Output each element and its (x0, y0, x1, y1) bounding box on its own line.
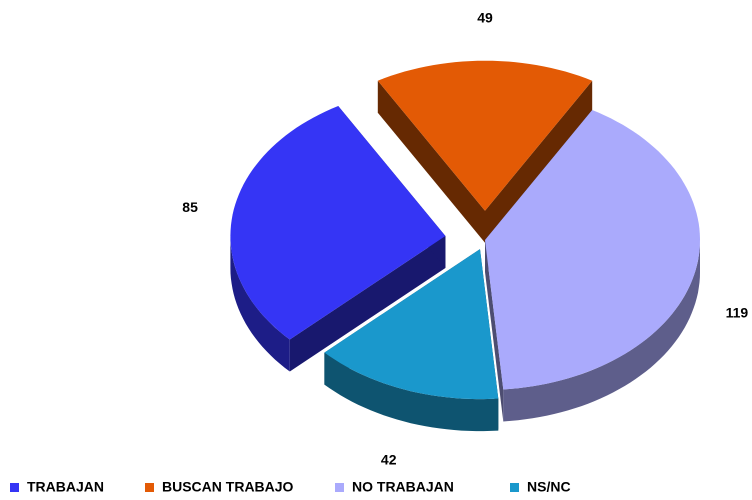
slice-wall (377, 80, 485, 243)
slice-wall (485, 240, 504, 422)
slice-wall (289, 236, 446, 372)
legend-swatch (10, 483, 19, 492)
slice-side (324, 352, 499, 432)
data-label: 49 (477, 9, 493, 25)
slice (230, 106, 446, 340)
slice-side (230, 236, 290, 372)
legend-swatch (335, 483, 344, 492)
slice-side (503, 240, 700, 422)
slice (485, 110, 700, 390)
data-label: 119 (726, 304, 749, 320)
legend-swatch (145, 483, 154, 492)
slice (377, 60, 593, 211)
legend-swatch (510, 483, 519, 492)
legend-label: TRABAJAN (27, 479, 104, 495)
legend-label: BUSCAN TRABAJO (162, 479, 294, 495)
slice-wall (485, 80, 593, 243)
legend-label: NS/NC (527, 479, 571, 495)
data-label: 42 (381, 451, 397, 467)
legend-label: NO TRABAJAN (352, 479, 454, 495)
slice (324, 249, 499, 400)
data-label: 85 (182, 199, 198, 215)
